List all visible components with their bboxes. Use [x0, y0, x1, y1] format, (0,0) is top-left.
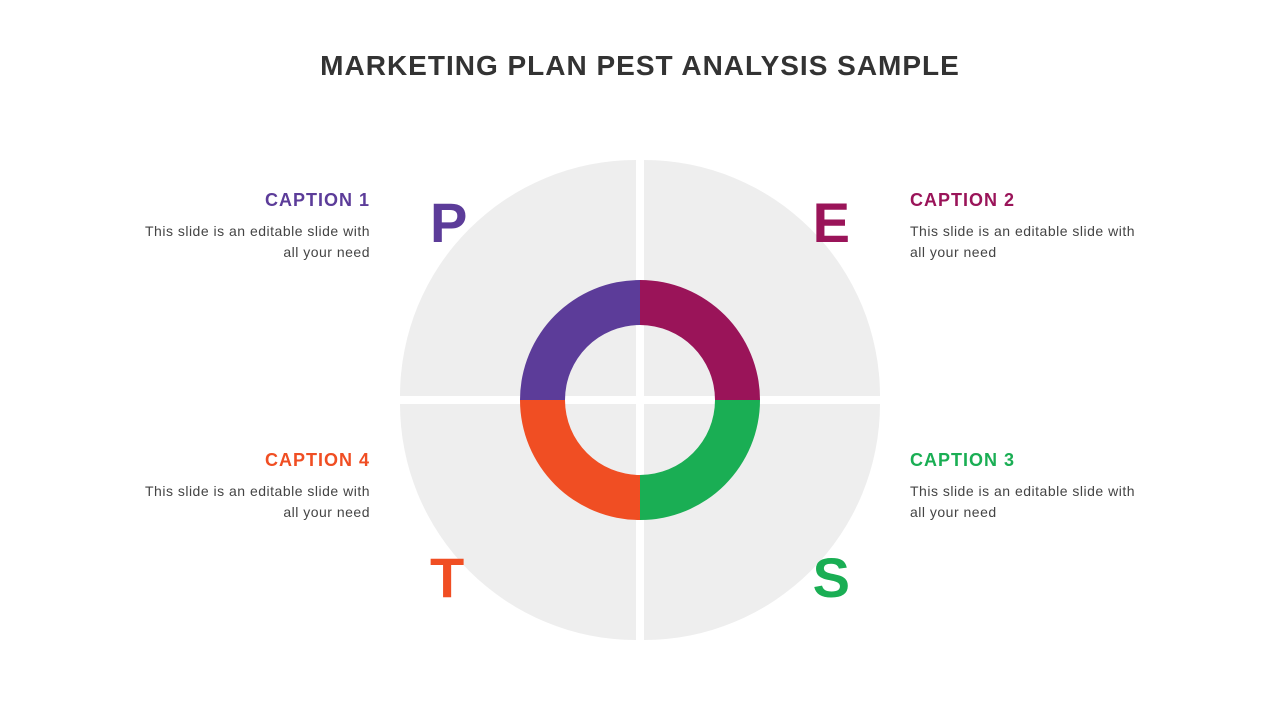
- ring-arc-p: [520, 280, 640, 400]
- ring-arc-s: [640, 400, 760, 520]
- page-title: MARKETING PLAN PEST ANALYSIS SAMPLE: [0, 50, 1280, 82]
- caption-block-1: CAPTION 1 This slide is an editable slid…: [140, 190, 370, 263]
- letter-t: T: [430, 545, 464, 610]
- caption-block-4: CAPTION 4 This slide is an editable slid…: [140, 450, 370, 523]
- caption-4-desc: This slide is an editable slide with all…: [140, 481, 370, 523]
- ring-arc-e: [640, 280, 760, 400]
- caption-3-desc: This slide is an editable slide with all…: [910, 481, 1140, 523]
- letter-p: P: [430, 190, 467, 255]
- caption-block-2: CAPTION 2 This slide is an editable slid…: [910, 190, 1140, 263]
- caption-1-desc: This slide is an editable slide with all…: [140, 221, 370, 263]
- ring-arc-t: [520, 400, 640, 520]
- pest-diagram: P E S T: [400, 160, 880, 640]
- caption-2-desc: This slide is an editable slide with all…: [910, 221, 1140, 263]
- caption-1-title: CAPTION 1: [140, 190, 370, 211]
- letter-s: S: [813, 545, 850, 610]
- caption-2-title: CAPTION 2: [910, 190, 1140, 211]
- caption-block-3: CAPTION 3 This slide is an editable slid…: [910, 450, 1140, 523]
- ring-svg: [510, 270, 770, 530]
- caption-4-title: CAPTION 4: [140, 450, 370, 471]
- letter-e: E: [813, 190, 850, 255]
- caption-3-title: CAPTION 3: [910, 450, 1140, 471]
